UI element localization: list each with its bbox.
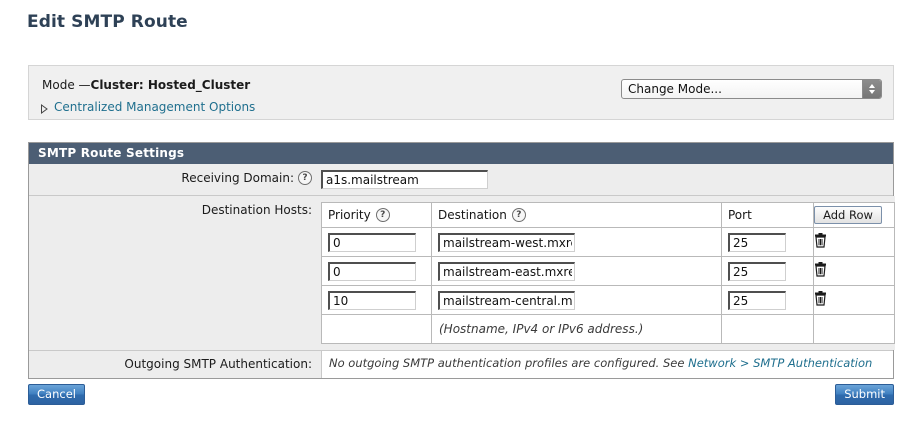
- destination-cell: [431, 256, 722, 286]
- panel-header-title: SMTP Route Settings: [29, 143, 893, 164]
- port-input[interactable]: [728, 290, 786, 310]
- receiving-domain-label: Receiving Domain:: [181, 171, 294, 185]
- receiving-domain-row: Receiving Domain: ?: [29, 164, 893, 195]
- table-row: [321, 227, 895, 257]
- centralized-management-options-label[interactable]: Centralized Management Options: [54, 100, 256, 114]
- outgoing-smtp-auth-message-text: No outgoing SMTP authentication profiles…: [329, 356, 689, 370]
- outgoing-smtp-auth-label-cell: Outgoing SMTP Authentication:: [29, 351, 321, 377]
- smtp-route-settings-panel: SMTP Route Settings Receiving Domain: ? …: [28, 142, 895, 379]
- centralized-management-options[interactable]: Centralized Management Options: [40, 100, 255, 114]
- destination-hosts-label: Destination Hosts:: [201, 203, 312, 217]
- priority-input[interactable]: [328, 290, 416, 310]
- priority-cell: [321, 227, 432, 257]
- hint-empty-cell: [721, 314, 814, 344]
- port-cell: [721, 227, 814, 257]
- delete-cell: [813, 285, 895, 315]
- cluster-mode-box: Mode —Cluster: Hosted_Cluster Centralize…: [28, 65, 894, 120]
- column-header-destination-label: Destination: [438, 208, 507, 222]
- destination-cell: [431, 285, 722, 315]
- outgoing-smtp-auth-label: Outgoing SMTP Authentication:: [124, 357, 312, 371]
- question-mark-icon[interactable]: ?: [511, 208, 526, 222]
- change-mode-select[interactable]: Change Mode...: [621, 79, 882, 99]
- question-mark-icon[interactable]: ?: [375, 208, 390, 222]
- question-mark-icon[interactable]: ?: [298, 171, 312, 185]
- priority-cell: [321, 285, 432, 315]
- receiving-domain-input[interactable]: [321, 170, 488, 189]
- table-hint-row: (Hostname, IPv4 or IPv6 address.): [321, 314, 895, 344]
- destination-input[interactable]: [438, 232, 575, 252]
- port-cell: [721, 256, 814, 286]
- column-header-port: Port: [721, 202, 814, 228]
- destination-hosts-row: Destination Hosts: Priority ?: [29, 195, 895, 350]
- mode-cluster-value: Cluster: Hosted_Cluster: [90, 78, 251, 92]
- delete-cell: [813, 227, 895, 257]
- destination-hosts-table: Priority ? Destination ?: [321, 202, 895, 344]
- trash-icon[interactable]: [814, 233, 827, 251]
- destination-input[interactable]: [438, 290, 575, 310]
- table-row: [321, 285, 895, 315]
- destination-input[interactable]: [438, 261, 575, 281]
- column-header-priority-label: Priority: [328, 208, 371, 222]
- destination-hint: (Hostname, IPv4 or IPv6 address.): [431, 314, 722, 344]
- column-header-destination: Destination ?: [431, 202, 722, 228]
- receiving-domain-label-cell: Receiving Domain: ?: [29, 164, 321, 191]
- form-footer: Cancel Submit: [28, 384, 894, 405]
- triangle-right-icon: [40, 103, 49, 114]
- column-header-actions: Add Row: [813, 202, 895, 228]
- cancel-button[interactable]: Cancel: [28, 384, 85, 405]
- smtp-authentication-link[interactable]: Network > SMTP Authentication: [688, 356, 873, 370]
- hint-empty-cell: [321, 314, 432, 344]
- table-row: [321, 256, 895, 286]
- destination-hosts-label-cell: Destination Hosts:: [29, 196, 321, 223]
- outgoing-smtp-auth-message: No outgoing SMTP authentication profiles…: [321, 351, 893, 378]
- table-header-row: Priority ? Destination ?: [321, 202, 895, 228]
- submit-button[interactable]: Submit: [835, 384, 894, 405]
- delete-cell: [813, 256, 895, 286]
- hint-empty-cell: [813, 314, 895, 344]
- priority-input[interactable]: [328, 232, 416, 252]
- trash-icon[interactable]: [814, 291, 827, 309]
- port-input[interactable]: [728, 261, 786, 281]
- priority-cell: [321, 256, 432, 286]
- port-cell: [721, 285, 814, 315]
- trash-icon[interactable]: [814, 262, 827, 280]
- destination-cell: [431, 227, 722, 257]
- receiving-domain-field-cell: [321, 164, 893, 195]
- column-header-priority: Priority ?: [321, 202, 432, 228]
- outgoing-smtp-auth-field-cell: No outgoing SMTP authentication profiles…: [321, 351, 893, 378]
- port-input[interactable]: [728, 232, 786, 252]
- mode-label: Mode —: [42, 78, 91, 92]
- column-header-port-label: Port: [728, 208, 752, 222]
- outgoing-smtp-auth-row: Outgoing SMTP Authentication: No outgoin…: [29, 350, 893, 378]
- add-row-button[interactable]: Add Row: [814, 206, 882, 224]
- chevron-updown-icon[interactable]: [862, 80, 881, 98]
- change-mode-selected-value: Change Mode...: [628, 82, 722, 96]
- mode-status-line: Mode —Cluster: Hosted_Cluster: [42, 78, 250, 92]
- priority-input[interactable]: [328, 261, 416, 281]
- page-title: Edit SMTP Route: [27, 12, 188, 32]
- destination-hosts-field-cell: Priority ? Destination ?: [321, 196, 895, 350]
